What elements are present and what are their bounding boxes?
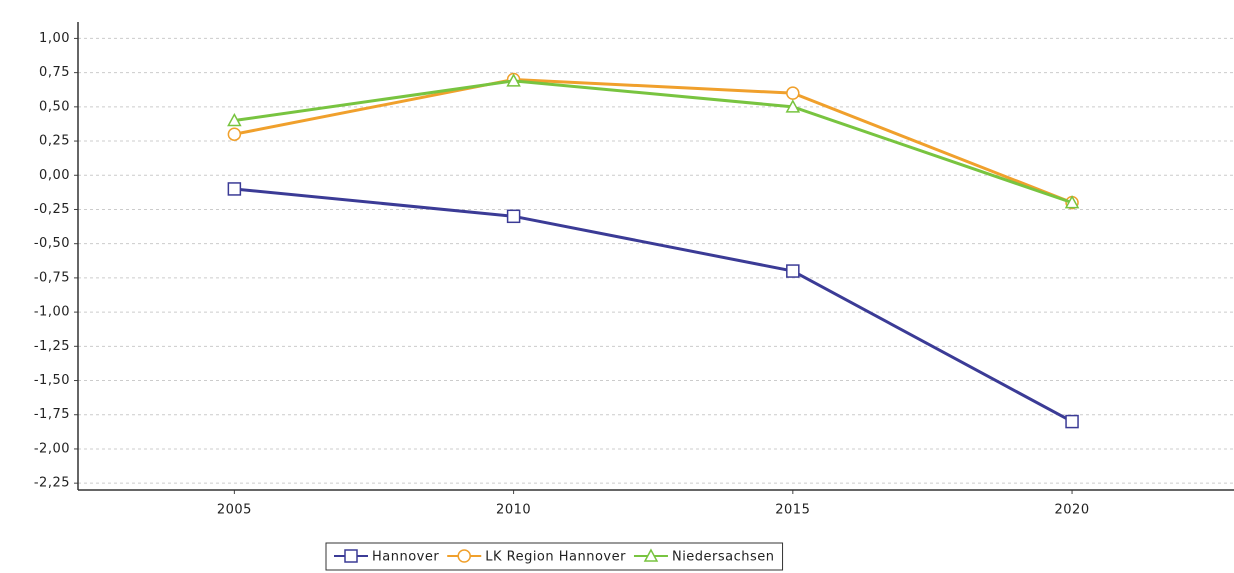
y-tick-label: 0,75 <box>39 65 70 80</box>
series-line <box>234 77 1073 205</box>
legend-box <box>325 542 784 571</box>
x-tick-label: 2005 <box>217 503 252 518</box>
y-tick-label: -2,00 <box>34 441 70 456</box>
x-tick-label: 2015 <box>775 503 810 518</box>
marker <box>227 182 242 196</box>
y-tick-label: -1,75 <box>34 407 70 422</box>
marker <box>227 112 242 127</box>
marker <box>506 73 521 87</box>
x-tick-label: 2020 <box>1055 503 1090 518</box>
y-tick-label: -1,50 <box>34 373 70 388</box>
marker <box>227 127 242 141</box>
marker <box>506 209 521 224</box>
marker <box>785 99 801 113</box>
y-tick-label: -1,00 <box>34 305 70 320</box>
marker <box>344 549 358 563</box>
legend-label: Hannover <box>372 550 439 565</box>
y-tick-label: 0,25 <box>39 134 70 149</box>
y-tick-label: -0,50 <box>34 236 70 251</box>
marker <box>1064 195 1080 209</box>
marker <box>786 264 800 278</box>
series-line <box>234 79 1073 205</box>
legend-label: LK Region Hannover <box>485 550 626 565</box>
y-tick-label: -2,25 <box>34 476 70 491</box>
marker <box>786 86 800 100</box>
y-tick-label: -1,25 <box>34 339 70 354</box>
marker <box>643 548 659 562</box>
legend-label: Niedersachsen <box>672 550 775 565</box>
y-tick-label: -0,25 <box>34 202 70 217</box>
x-tick-label: 2010 <box>496 503 531 518</box>
marker <box>457 549 471 563</box>
legend: Hannover LK Region Hannover Niedersachsen <box>325 542 784 571</box>
y-tick-label: 0,50 <box>39 99 70 114</box>
series-line <box>234 187 1073 423</box>
y-tick-label: 1,00 <box>39 31 70 46</box>
y-tick-label: 0,00 <box>39 168 70 183</box>
marker <box>1065 414 1079 429</box>
y-tick-label: -0,75 <box>34 270 70 285</box>
